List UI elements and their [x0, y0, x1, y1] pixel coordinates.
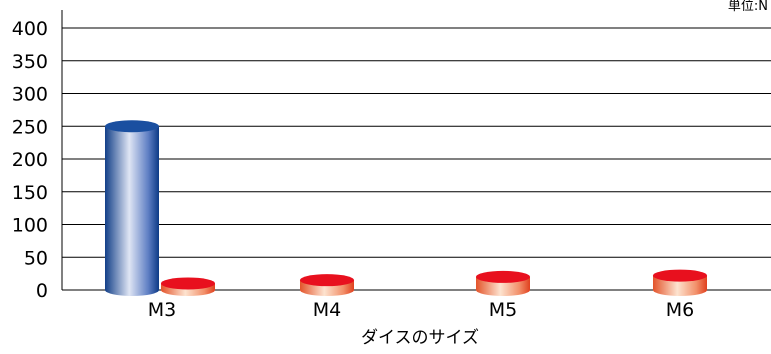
bar-top — [105, 120, 159, 133]
y-axis-ticks: 0 50 100 150 200 250 300 350 400 — [12, 18, 48, 302]
x-tick-label: M6 — [666, 299, 694, 321]
y-tick-label: 200 — [12, 149, 48, 171]
bar-top — [653, 269, 707, 282]
x-tick-label: M5 — [489, 299, 517, 321]
x-tick-label: M4 — [313, 299, 341, 321]
bar-top — [161, 277, 215, 290]
y-tick-label: 350 — [12, 51, 48, 73]
bar-body — [105, 126, 159, 296]
bar — [476, 270, 530, 296]
gridlines — [62, 27, 771, 291]
y-tick-label: 150 — [12, 182, 48, 204]
unit-label: 単位:N — [728, 0, 768, 14]
y-tick-label: 0 — [36, 280, 48, 302]
bar — [161, 277, 215, 296]
x-axis-categories: M3 M4 M5 M6 — [148, 299, 694, 321]
y-tick-label: 400 — [12, 18, 48, 40]
bar-top — [300, 274, 354, 287]
bar-top — [476, 270, 530, 283]
y-tick-label: 50 — [24, 247, 48, 269]
x-axis-title: ダイスのサイズ — [361, 328, 479, 348]
bars — [105, 120, 707, 296]
bar — [300, 274, 354, 296]
x-tick-label: M3 — [148, 299, 176, 321]
bar — [105, 120, 159, 296]
y-tick-label: 100 — [12, 215, 48, 237]
bar — [653, 269, 707, 296]
y-tick-label: 250 — [12, 116, 48, 138]
y-tick-label: 300 — [12, 84, 48, 106]
